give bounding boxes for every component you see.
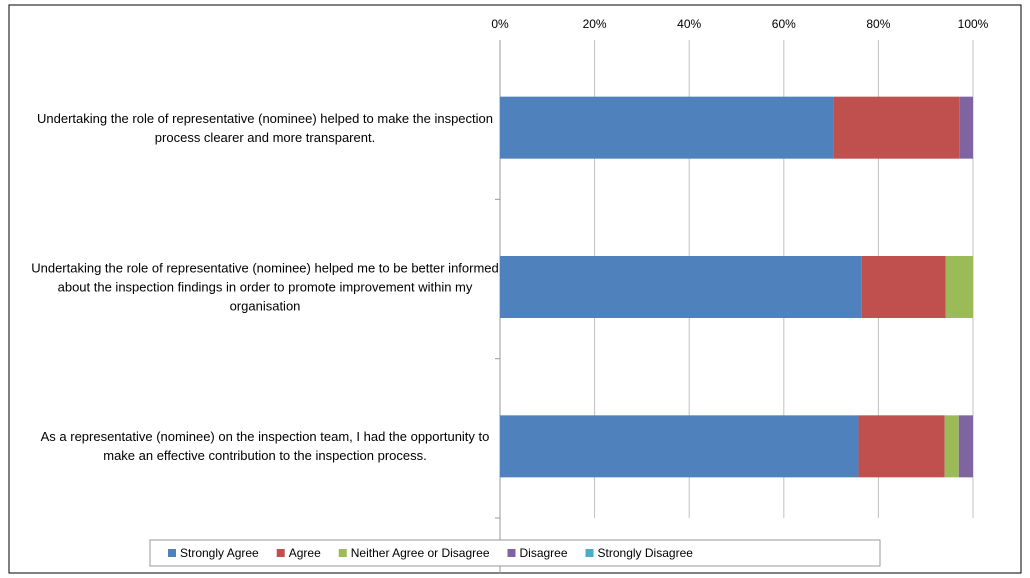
legend-box (149, 539, 881, 567)
bar-segment (958, 415, 973, 478)
bar-segment (858, 415, 945, 478)
legend-label: Strongly Agree (180, 546, 259, 560)
x-tick-label: 20% (583, 17, 607, 31)
legend-label: Neither Agree or Disagree (351, 546, 490, 560)
bar-segment (833, 96, 960, 159)
x-tick-label: 60% (772, 17, 796, 31)
legend-label: Agree (289, 546, 321, 560)
legend-swatch (585, 549, 594, 557)
category-label: Undertaking the role of representative (… (37, 110, 493, 145)
x-tick-label: 100% (958, 17, 989, 31)
bar-segment (500, 256, 862, 318)
legend-swatch (276, 549, 285, 557)
bar-segment (959, 96, 973, 159)
bar-segment (500, 415, 859, 478)
category-label: As a representative (nominee) on the ins… (40, 429, 490, 464)
bar-segment (500, 96, 834, 159)
legend-swatch (507, 549, 516, 557)
legend-label: Disagree (520, 546, 568, 560)
legend-swatch (168, 549, 176, 557)
bar-segment (861, 256, 946, 318)
legend-label: Strongly Disagree (598, 546, 694, 560)
legend-swatch (338, 549, 347, 557)
x-tick-label: 40% (677, 17, 701, 31)
x-tick-label: 0% (491, 17, 509, 31)
bar-segment (945, 256, 973, 318)
bar-segment (944, 415, 959, 478)
x-tick-label: 80% (866, 17, 890, 31)
chart-border (8, 4, 1022, 574)
category-label: Undertaking the role of representative (… (31, 260, 499, 314)
